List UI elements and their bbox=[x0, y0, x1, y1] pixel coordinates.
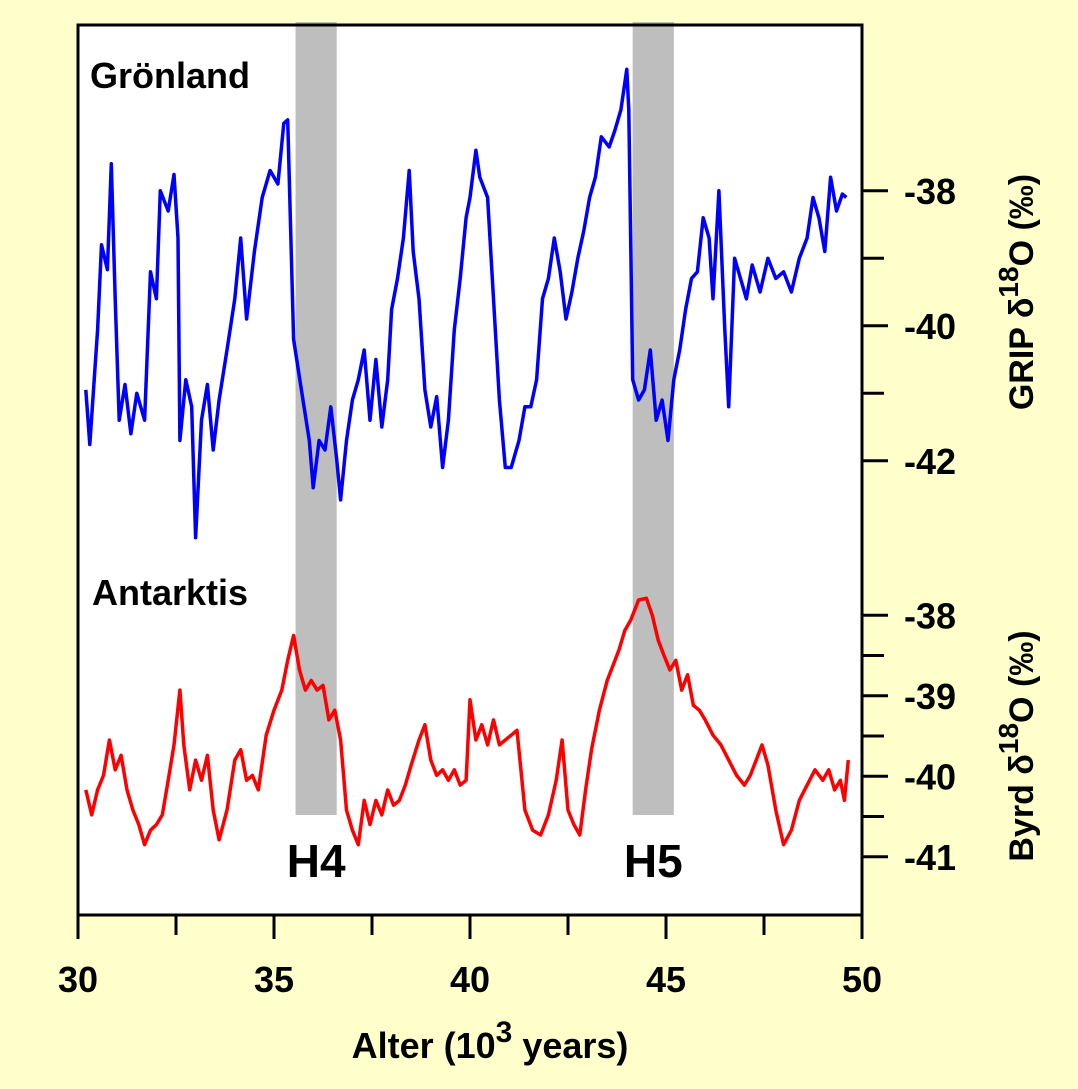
x-tick-label: 40 bbox=[450, 959, 490, 1000]
x-axis-label-part: 3 bbox=[496, 1016, 513, 1049]
y-axis-label-part: 18 bbox=[993, 723, 1024, 754]
series-label: Grönland bbox=[90, 55, 250, 96]
y-tick-label: -41 bbox=[904, 837, 956, 878]
y-axis-label-part: 18 bbox=[993, 266, 1024, 297]
y-axis-label: GRIP δ18O (‰) bbox=[993, 174, 1042, 410]
y-tick-label: -40 bbox=[904, 306, 956, 347]
event-band bbox=[632, 22, 674, 815]
y-tick-label: -39 bbox=[904, 676, 956, 717]
y-axis-label-part: Byrd δ bbox=[1003, 754, 1041, 862]
x-axis-label: Alter (103 years) bbox=[352, 1016, 629, 1067]
x-tick-label: 30 bbox=[58, 959, 98, 1000]
y-tick-label: -42 bbox=[904, 441, 956, 482]
series-line bbox=[84, 596, 851, 847]
y-tick-label: -40 bbox=[904, 756, 956, 797]
series-line bbox=[84, 67, 848, 540]
y-tick-label: -38 bbox=[904, 171, 956, 212]
x-tick-label: 35 bbox=[254, 959, 294, 1000]
plot-area bbox=[78, 25, 862, 915]
event-label: H5 bbox=[624, 835, 683, 887]
y-axis-label-part: GRIP δ bbox=[1003, 298, 1041, 411]
plot-content: H4 H5 Grönland Antarktis bbox=[84, 22, 851, 887]
event-label: H4 bbox=[287, 835, 346, 887]
x-tick-label: 50 bbox=[842, 959, 882, 1000]
y-axis-label-part: O (‰) bbox=[1003, 630, 1041, 723]
y-axis-label-part: O (‰) bbox=[1003, 174, 1041, 267]
x-axis-label-part: years) bbox=[512, 1025, 628, 1066]
x-axis-label-part: Alter (10 bbox=[352, 1025, 496, 1066]
series-label: Antarktis bbox=[92, 572, 248, 613]
x-tick-label: 45 bbox=[646, 959, 686, 1000]
y-tick-label: -38 bbox=[904, 595, 956, 636]
y-axis-label: Byrd δ18O (‰) bbox=[993, 630, 1042, 861]
